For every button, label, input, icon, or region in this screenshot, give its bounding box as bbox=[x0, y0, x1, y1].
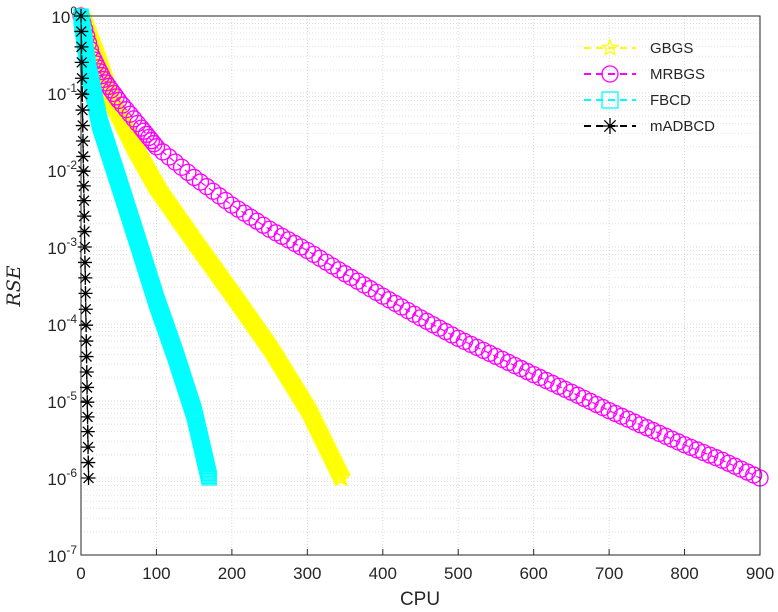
circle-marker bbox=[154, 143, 172, 161]
circle-marker bbox=[210, 187, 228, 205]
legend-item: FBCD bbox=[584, 91, 691, 109]
x-tick-label: 100 bbox=[142, 564, 170, 583]
circle-marker bbox=[160, 148, 178, 166]
legend-label: mADBCD bbox=[650, 118, 715, 135]
plot-background bbox=[81, 16, 760, 555]
legend-label: FBCD bbox=[650, 92, 691, 109]
x-tick-label: 0 bbox=[76, 564, 85, 583]
star-marker bbox=[329, 464, 350, 484]
asterisk-marker bbox=[80, 395, 95, 410]
asterisk-marker bbox=[81, 455, 96, 470]
asterisk-marker bbox=[76, 149, 91, 164]
asterisk-marker bbox=[75, 118, 90, 133]
legend-label: MRBGS bbox=[650, 66, 705, 83]
asterisk-marker bbox=[80, 380, 95, 395]
asterisk-marker bbox=[81, 440, 96, 455]
asterisk-marker bbox=[77, 193, 92, 208]
circle-marker bbox=[147, 138, 166, 156]
asterisk-marker bbox=[81, 471, 96, 485]
x-tick-label: 800 bbox=[670, 564, 698, 583]
asterisk-marker bbox=[80, 409, 95, 424]
star-marker bbox=[600, 38, 620, 56]
x-tick-label: 700 bbox=[595, 564, 623, 583]
series-line bbox=[80, 15, 761, 479]
y-axis-label: RSE bbox=[3, 265, 25, 307]
plot-frame bbox=[80, 15, 761, 556]
circle-marker bbox=[179, 163, 197, 182]
asterisk-marker bbox=[76, 133, 91, 148]
y-tick-label: 10-3 bbox=[47, 235, 77, 258]
star-marker bbox=[328, 461, 349, 481]
circle-marker bbox=[601, 65, 619, 83]
circle-marker bbox=[172, 158, 191, 176]
legend-item: GBGS bbox=[584, 38, 693, 57]
legend: GBGS MRBGS FBCD mADBCD bbox=[584, 38, 715, 135]
series-fbcd bbox=[73, 8, 217, 486]
asterisk-marker bbox=[78, 255, 93, 270]
asterisk-marker bbox=[78, 302, 93, 317]
asterisk-marker bbox=[76, 164, 91, 179]
asterisk-marker bbox=[77, 209, 92, 224]
asterisk-marker bbox=[75, 71, 90, 86]
circle-marker bbox=[216, 191, 235, 210]
legend-item: MRBGS bbox=[584, 65, 705, 83]
asterisk-marker bbox=[77, 224, 92, 239]
y-tick-label: 10-5 bbox=[47, 389, 77, 412]
circle-marker bbox=[142, 131, 161, 150]
asterisk-marker bbox=[80, 424, 95, 439]
square-marker bbox=[201, 470, 217, 486]
y-tick-label: 10-2 bbox=[47, 158, 77, 181]
star-marker bbox=[330, 465, 351, 486]
asterisk-marker bbox=[79, 349, 94, 364]
x-tick-label: 300 bbox=[293, 564, 321, 583]
asterisk-marker bbox=[76, 178, 91, 193]
square-marker bbox=[601, 91, 619, 109]
asterisk-marker bbox=[79, 318, 94, 333]
x-tick-label: 200 bbox=[218, 564, 246, 583]
legend-item: mADBCD bbox=[584, 118, 715, 135]
y-tick-label: 10-6 bbox=[47, 466, 77, 489]
x-tick-label: 900 bbox=[746, 564, 774, 583]
asterisk-marker bbox=[602, 118, 618, 134]
x-tick-label: 400 bbox=[369, 564, 397, 583]
asterisk-marker bbox=[78, 270, 93, 285]
asterisk-marker bbox=[75, 103, 90, 118]
circle-marker bbox=[185, 168, 203, 187]
circle-marker bbox=[191, 173, 210, 191]
legend-label: GBGS bbox=[650, 40, 693, 57]
star-marker bbox=[328, 462, 350, 483]
x-tick-label: 500 bbox=[444, 564, 472, 583]
asterisk-marker bbox=[79, 364, 94, 379]
circle-marker bbox=[198, 178, 216, 196]
series-layer bbox=[70, 5, 769, 487]
asterisk-marker bbox=[79, 334, 94, 349]
x-axis-label: CPU bbox=[400, 589, 440, 610]
asterisk-marker bbox=[74, 55, 89, 70]
x-tick-label: 600 bbox=[519, 564, 547, 583]
y-tick-label: 10-4 bbox=[47, 312, 77, 335]
circle-marker bbox=[204, 182, 222, 200]
circle-marker bbox=[166, 153, 184, 171]
asterisk-marker bbox=[75, 87, 90, 102]
y-tick-label: 10-1 bbox=[47, 81, 77, 104]
star-marker bbox=[331, 467, 352, 487]
y-tick-label: 10-7 bbox=[47, 543, 77, 566]
asterisk-marker bbox=[78, 286, 93, 301]
star-marker bbox=[257, 334, 279, 354]
